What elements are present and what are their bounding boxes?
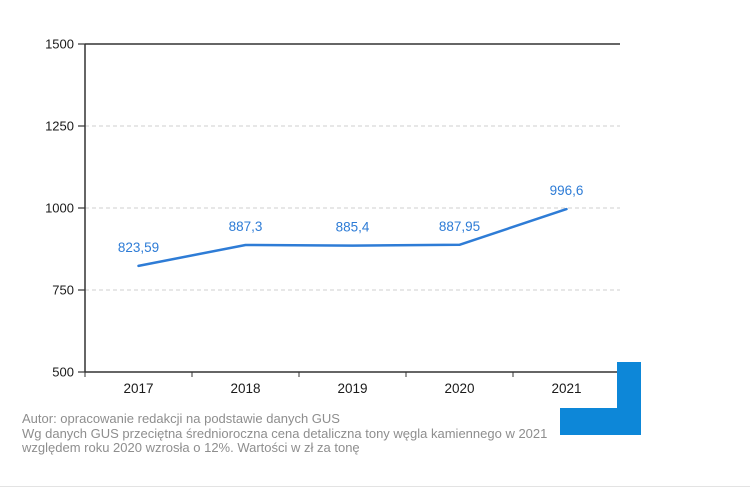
chart-footer: Autor: opracowanie redakcji na podstawie… [22,411,570,456]
svg-text:2017: 2017 [123,381,153,396]
svg-text:996,6: 996,6 [550,183,584,198]
coal-price-line-chart: 500 750 1000 1250 1500 2017 2018 2019 2020 2021 82… [45,37,621,396]
brand-logo-shape [560,362,641,435]
svg-text:2018: 2018 [230,381,260,396]
svg-text:887,95: 887,95 [439,219,480,234]
svg-text:1250: 1250 [45,119,74,134]
svg-text:885,4: 885,4 [336,220,370,235]
bottom-divider [0,486,750,487]
svg-text:500: 500 [52,365,74,380]
svg-text:1000: 1000 [45,201,74,216]
chart-source-text: Autor: opracowanie redakcji na podstawie… [22,411,340,426]
line-chart-canvas: 500 750 1000 1250 1500 2017 2018 2019 2020 2021 82… [45,37,621,396]
svg-text:1500: 1500 [45,37,74,52]
svg-text:887,3: 887,3 [229,219,263,234]
svg-text:750: 750 [52,283,74,298]
chart-description-text: Wg danych GUS przeciętna średnioroczna c… [22,425,548,456]
brand-logo [560,362,641,435]
svg-text:823,59: 823,59 [118,240,159,255]
svg-text:2021: 2021 [551,381,581,396]
svg-text:2020: 2020 [444,381,474,396]
svg-text:2019: 2019 [337,381,367,396]
